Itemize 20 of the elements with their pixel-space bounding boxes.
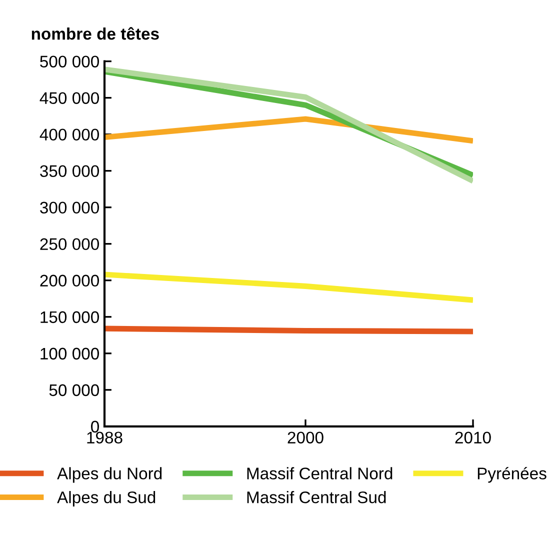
legend-label: Alpes du Sud	[57, 491, 156, 507]
y-tick-label: 500 000	[40, 56, 99, 68]
y-tick-label: 400 000	[40, 128, 99, 141]
y-tick-label: 350 000	[40, 165, 99, 178]
legend-label: Pyrénées	[478, 466, 546, 483]
y-tick-label: 250 000	[40, 238, 99, 250]
x-tick-label: 2000	[288, 432, 324, 444]
y-tick-label: 300 000	[40, 202, 99, 214]
y-axis-title: nombre de têtes	[32, 27, 159, 40]
legend-label: Massif Central Nord	[247, 467, 392, 480]
x-tick-label: 1988	[87, 432, 122, 444]
y-tick-label: 50 000	[49, 384, 99, 396]
y-tick-label: 450 000	[40, 92, 99, 104]
x-tick-label: 2010	[455, 432, 491, 444]
legend-label: Alpes du Nord	[57, 467, 162, 483]
y-tick-label: 100 000	[40, 348, 99, 360]
y-tick-label: 150 000	[40, 311, 99, 324]
y-tick-label: 200 000	[40, 274, 99, 287]
y-tick-label: 0	[91, 420, 99, 433]
legend-label: Massif Central Sud	[247, 491, 386, 504]
